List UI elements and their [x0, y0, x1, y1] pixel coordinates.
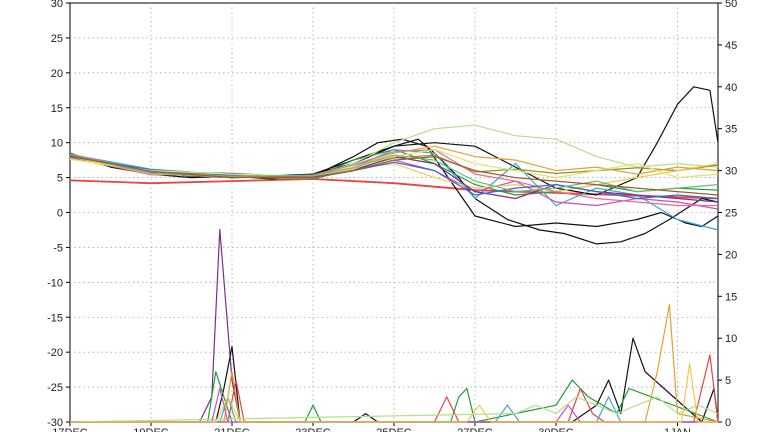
upper-series-line-0: [69, 178, 719, 200]
lower-series-group: [69, 228, 719, 423]
left-tick-label: 30: [51, 0, 63, 10]
x-tick-label: 23DEC: [295, 427, 331, 432]
left-tick-label: -20: [47, 347, 63, 359]
left-tick-label: -5: [53, 242, 63, 254]
left-tick-label: 5: [57, 173, 63, 185]
right-tick-label: 25: [725, 208, 737, 220]
left-tick-label: 20: [51, 68, 63, 80]
right-tick-label: 40: [725, 82, 737, 94]
left-tick-label: -15: [47, 312, 63, 324]
lower-series-line-2: [70, 371, 719, 423]
x-tick-label: 27DEC: [457, 427, 493, 432]
lower-series-line-8: [70, 362, 718, 423]
right-tick-label: 50: [725, 0, 737, 10]
left-tick-label: 0: [57, 208, 63, 220]
left-tick-label: -30: [47, 417, 63, 429]
left-axis-ticks: 30 25 20 15 10 5 0 -5 -10 -15 -20 -25 -30: [47, 0, 70, 429]
x-tick-label: 25DEC: [376, 427, 412, 432]
lower-series-line-5: [70, 396, 718, 423]
right-tick-label: 15: [725, 291, 737, 303]
x-tick-label: 30DEC: [538, 427, 574, 432]
x-axis-ticks: 17DEC 19DEC 21DEC 23DEC 25DEC 27DEC 30DEC 1JAN: [52, 422, 691, 432]
left-tick-label: 25: [51, 33, 63, 45]
x-tick-label: 19DEC: [133, 427, 169, 432]
left-tick-label: -25: [47, 382, 63, 394]
x-tick-label: 17DEC: [52, 427, 88, 432]
x-tick-label: 1JAN: [664, 427, 691, 432]
x-tick-label: 21DEC: [214, 427, 250, 432]
right-tick-label: 0: [725, 417, 731, 429]
right-tick-label: 20: [725, 249, 737, 261]
right-tick-label: 30: [725, 166, 737, 178]
upper-series-line-15: [69, 153, 719, 193]
grid: [70, 3, 718, 422]
left-tick-label: -10: [47, 277, 63, 289]
left-tick-label: 10: [51, 138, 63, 150]
right-tick-label: 45: [725, 40, 737, 52]
upper-series-line-16: [69, 155, 719, 196]
left-tick-label: 15: [51, 103, 63, 115]
upper-series-line-14: [69, 149, 719, 179]
right-tick-label: 5: [725, 375, 731, 387]
right-tick-label: 35: [725, 124, 737, 136]
right-tick-label: 10: [725, 333, 737, 345]
lower-series-line-6: [69, 396, 719, 423]
upper-series-group: [69, 86, 719, 245]
